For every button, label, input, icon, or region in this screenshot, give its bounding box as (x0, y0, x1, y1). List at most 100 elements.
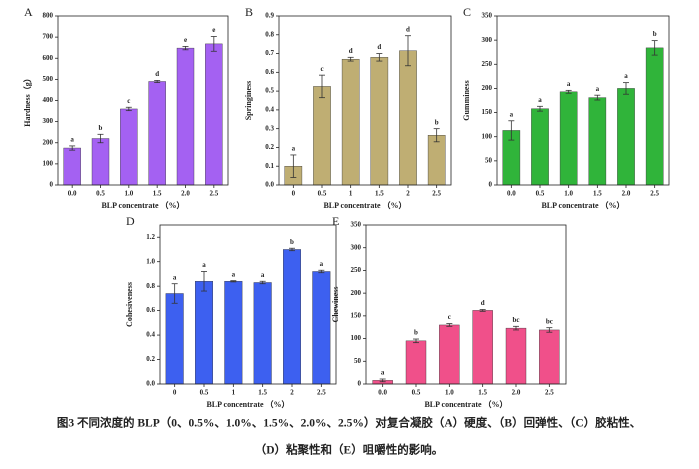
significance-letter: a (567, 80, 571, 88)
y-tick-label: 250 (482, 60, 493, 68)
bar (91, 138, 110, 186)
error-bar (537, 105, 543, 112)
significance-letter: d (377, 43, 381, 51)
x-axis-label: BLP concentrate （%） (424, 399, 507, 409)
x-tick-label: 1.5 (478, 389, 487, 397)
x-tick-label: 0.5 (96, 190, 105, 198)
y-tick-label: 200 (482, 84, 493, 92)
significance-letter: b (290, 238, 294, 246)
y-tick-label: 500 (43, 75, 54, 83)
bar (617, 88, 635, 186)
error-bar (259, 280, 266, 285)
significance-letter: a (202, 261, 206, 269)
y-tick-label: 0.3 (265, 124, 274, 132)
error-bar (513, 325, 519, 331)
error-bar (69, 145, 76, 151)
error-bar (347, 56, 354, 62)
y-tick-label: 250 (351, 266, 362, 274)
x-tick-label: 1 (232, 389, 236, 397)
bar (531, 108, 549, 186)
y-tick-label: 800 (43, 12, 54, 20)
panel-label: D (126, 214, 135, 228)
y-tick-label: 0.8 (146, 282, 155, 290)
error-bar (318, 269, 325, 274)
y-tick-label: 150 (482, 108, 493, 116)
bar (148, 81, 166, 186)
significance-letter: a (320, 260, 324, 268)
significance-letter: d (349, 47, 353, 55)
error-bar (182, 46, 189, 51)
bar (341, 58, 360, 186)
y-tick-label: 600 (43, 54, 54, 62)
x-tick-label: 2 (406, 190, 410, 198)
error-bar (230, 280, 237, 283)
bar (253, 282, 272, 385)
x-tick-label: 0 (173, 389, 177, 397)
error-bar (379, 378, 386, 383)
error-bar (376, 53, 383, 62)
y-tick-label: 0.4 (146, 331, 155, 339)
y-tick-label: 0.0 (265, 181, 274, 189)
x-tick-label: 0.0 (507, 190, 516, 198)
panel-label: E (332, 214, 339, 228)
error-bar (413, 338, 419, 344)
significance-letter: a (232, 270, 236, 278)
significance-letter: d (155, 70, 159, 78)
bar (427, 135, 446, 186)
x-tick-label: 0.5 (318, 190, 327, 198)
significance-letter: d (406, 25, 410, 33)
y-tick-label: 400 (43, 96, 54, 104)
panel-label: C (463, 5, 471, 19)
significance-letter: a (624, 72, 628, 80)
x-tick-label: 2.5 (650, 190, 659, 198)
x-tick-label: 0.5 (200, 389, 209, 397)
x-tick-label: 1.0 (124, 190, 133, 198)
bar (405, 340, 427, 385)
y-tick-label: 0.6 (146, 306, 155, 314)
error-bar (508, 120, 515, 141)
x-tick-label: 1 (349, 190, 353, 198)
error-bar (154, 80, 161, 83)
error-bar (479, 309, 486, 312)
axes-frame (57, 15, 229, 186)
error-bar (565, 89, 572, 94)
x-tick-label: 1.5 (153, 190, 162, 198)
significance-letter: b (653, 30, 657, 38)
axes-frame (496, 15, 670, 186)
y-axis-label: Hardness（g） (22, 74, 32, 126)
bar (559, 91, 578, 186)
x-axis-label: BLP concentrate （%） (206, 399, 289, 409)
x-tick-label: 0.0 (378, 389, 387, 397)
error-bar (594, 94, 601, 101)
x-axis-label: BLP concentrate （%） (541, 200, 624, 210)
bar (63, 147, 81, 186)
bar (194, 281, 213, 385)
bar (313, 86, 331, 186)
error-bar (289, 247, 295, 252)
x-axis-label: BLP concentrate （%） (101, 200, 184, 210)
bar (505, 327, 527, 385)
y-tick-label: 1.0 (146, 257, 155, 265)
error-bar (433, 128, 440, 143)
bar (120, 108, 138, 186)
axes-frame (365, 224, 567, 385)
x-tick-label: 0.5 (412, 389, 421, 397)
x-tick-label: 0.5 (536, 190, 545, 198)
significance-letter: c (448, 313, 451, 321)
y-tick-label: 200 (43, 138, 54, 146)
significance-letter: b (414, 329, 418, 337)
y-tick-label: 1.2 (146, 233, 155, 241)
y-tick-label: 300 (482, 36, 493, 44)
y-tick-label: 700 (43, 33, 54, 41)
significance-letter: d (481, 299, 485, 307)
y-tick-label: 0 (489, 181, 493, 189)
significance-letter: c (127, 97, 130, 105)
significance-letter: a (510, 110, 514, 118)
bar (645, 47, 664, 186)
y-tick-label: 100 (482, 132, 493, 140)
x-axis-label: BLP concentrate （%） (323, 200, 406, 210)
x-tick-label: 1.0 (564, 190, 573, 198)
y-tick-label: 100 (43, 159, 54, 167)
caption-line: 图3 不同浓度的 BLP（0、0.5%、1.0%、1.5%、2.0%、2.5%）… (57, 416, 641, 430)
